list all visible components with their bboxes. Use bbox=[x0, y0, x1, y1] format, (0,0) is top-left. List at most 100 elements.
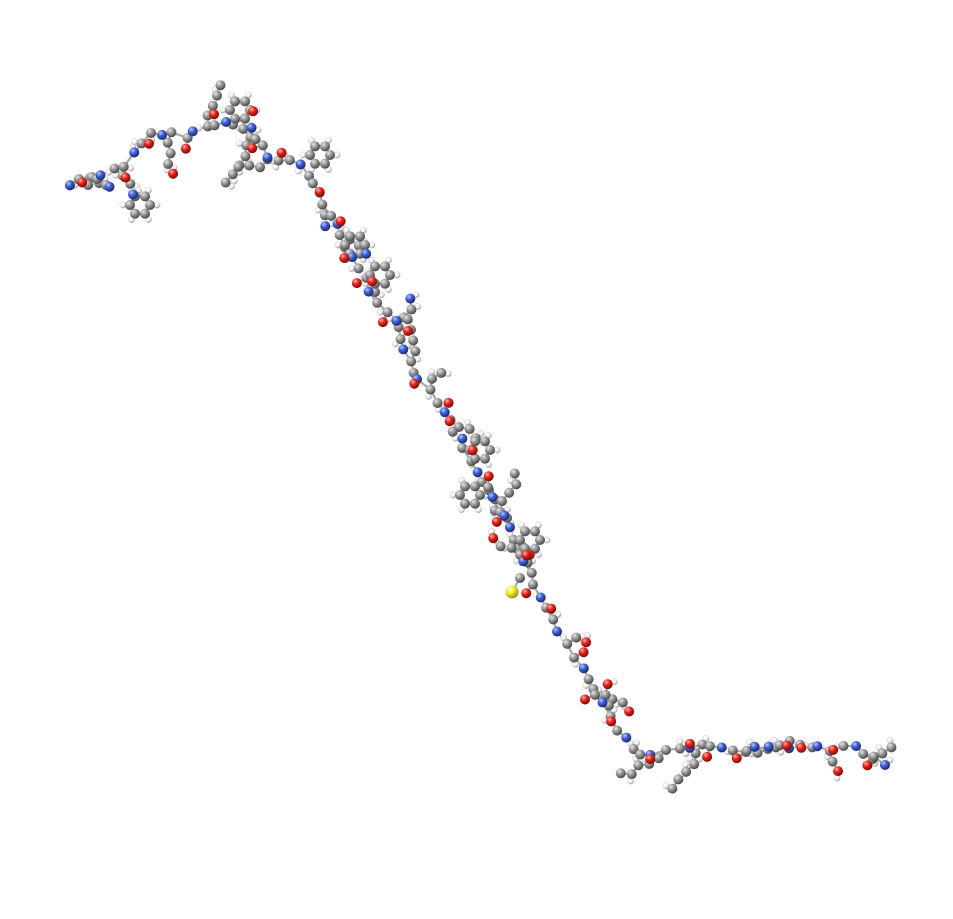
oxygen-atom bbox=[645, 754, 656, 765]
oxygen-atom bbox=[367, 276, 378, 287]
carbon-atom bbox=[483, 482, 494, 493]
carbon-atom bbox=[877, 748, 888, 759]
carbon-atom bbox=[838, 740, 849, 751]
carbon-atom bbox=[425, 384, 436, 395]
carbon-atom bbox=[511, 479, 522, 490]
carbon-atom bbox=[380, 261, 390, 272]
carbon-atom bbox=[163, 158, 174, 169]
oxygen-atom bbox=[491, 516, 502, 527]
nitrogen-atom bbox=[405, 293, 416, 304]
carbon-atom bbox=[436, 367, 447, 378]
oxygen-atom bbox=[796, 742, 807, 753]
carbon-atom bbox=[583, 674, 594, 685]
carbon-atom bbox=[827, 756, 838, 767]
nitrogen-atom bbox=[246, 122, 257, 133]
carbon-atom bbox=[470, 436, 480, 447]
carbon-atom bbox=[410, 346, 421, 357]
nitrogen-atom bbox=[578, 663, 589, 674]
carbon-atom bbox=[615, 768, 626, 779]
carbon-atom bbox=[118, 161, 129, 172]
oxygen-atom bbox=[578, 647, 589, 658]
nitrogen-atom bbox=[129, 147, 140, 158]
carbon-atom bbox=[496, 496, 507, 507]
nitrogen-atom bbox=[487, 492, 498, 503]
carbon-atom bbox=[548, 614, 559, 625]
oxygen-atom bbox=[521, 550, 532, 561]
carbon-atom bbox=[485, 445, 495, 455]
carbon-atom bbox=[380, 278, 390, 289]
oxygen-atom bbox=[862, 760, 873, 771]
sulfur-atom bbox=[505, 585, 519, 599]
carbon-atom bbox=[370, 261, 380, 272]
oxygen-atom bbox=[335, 216, 346, 227]
carbon-atom bbox=[504, 487, 515, 498]
nitrogen-atom bbox=[597, 697, 608, 708]
carbon-atom bbox=[273, 155, 284, 166]
oxygen-atom bbox=[276, 147, 287, 158]
carbon-atom bbox=[681, 766, 692, 777]
carbon-atom bbox=[653, 753, 664, 764]
carbon-atom bbox=[589, 689, 600, 700]
oxygen-atom bbox=[180, 143, 191, 154]
nitrogen-atom bbox=[439, 407, 450, 418]
oxygen-atom bbox=[731, 753, 742, 764]
carbon-atom bbox=[455, 490, 465, 500]
carbon-atom bbox=[207, 100, 218, 111]
oxygen-atom bbox=[483, 471, 494, 482]
carbon-atom bbox=[310, 158, 320, 169]
nitrogen-atom bbox=[621, 732, 632, 743]
nitrogen-atom bbox=[763, 741, 774, 752]
nitrogen-atom bbox=[347, 252, 358, 263]
carbon-atom bbox=[509, 468, 520, 479]
carbon-atom bbox=[146, 127, 157, 138]
carbon-atom bbox=[727, 745, 738, 756]
carbon-atom bbox=[225, 105, 235, 115]
carbon-atom bbox=[635, 749, 646, 760]
carbon-atom bbox=[395, 334, 406, 345]
oxygen-atom bbox=[684, 738, 695, 749]
carbon-atom bbox=[667, 783, 678, 794]
carbon-atom bbox=[240, 151, 251, 162]
oxygen-atom bbox=[828, 744, 839, 755]
carbon-atom bbox=[340, 240, 350, 250]
nitrogen-atom bbox=[812, 741, 823, 752]
carbon-atom bbox=[140, 191, 150, 202]
oxygen-atom bbox=[314, 186, 325, 197]
carbon-atom bbox=[526, 567, 537, 578]
nitrogen-atom bbox=[128, 189, 139, 200]
carbon-atom bbox=[633, 760, 644, 771]
carbon-atom bbox=[326, 210, 337, 221]
oxygen-atom bbox=[781, 740, 792, 751]
carbon-atom bbox=[530, 526, 540, 537]
nitrogen-atom bbox=[320, 221, 331, 232]
nitrogen-atom bbox=[361, 248, 372, 259]
carbon-atom bbox=[238, 123, 249, 134]
nitrogen-atom bbox=[95, 170, 106, 181]
carbon-atom bbox=[145, 200, 155, 210]
oxygen-atom bbox=[248, 106, 259, 117]
carbon-atom bbox=[858, 748, 869, 759]
carbon-atom bbox=[233, 161, 244, 172]
oxygen-atom bbox=[833, 766, 844, 777]
carbon-atom bbox=[475, 490, 485, 500]
nitrogen-atom bbox=[157, 129, 168, 140]
carbon-atom bbox=[464, 424, 475, 435]
carbon-atom bbox=[697, 739, 708, 750]
carbon-atom bbox=[774, 740, 785, 751]
carbon-atom bbox=[406, 304, 417, 315]
carbon-atom bbox=[408, 335, 419, 346]
nitrogen-atom bbox=[398, 344, 409, 355]
oxygen-atom bbox=[339, 253, 350, 264]
carbon-atom bbox=[165, 148, 176, 159]
carbon-atom bbox=[130, 208, 140, 219]
carbon-atom bbox=[741, 745, 752, 756]
carbon-atom bbox=[136, 138, 147, 149]
oxygen-atom bbox=[377, 317, 388, 328]
carbon-atom bbox=[520, 526, 530, 537]
oxygen-atom bbox=[606, 716, 617, 727]
carbon-atom bbox=[230, 96, 240, 107]
oxygen-atom bbox=[467, 445, 478, 456]
oxygen-atom bbox=[521, 588, 532, 599]
carbon-atom bbox=[628, 744, 639, 755]
